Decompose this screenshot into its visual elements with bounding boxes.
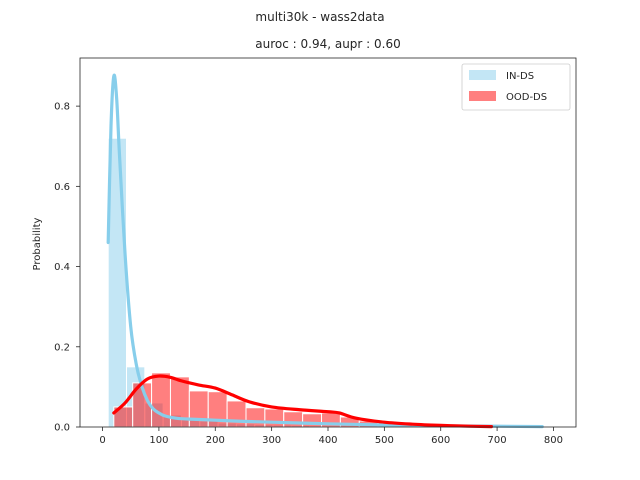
ood-ds-bar-6 bbox=[226, 400, 247, 428]
legend-label-in-ds: IN-DS bbox=[506, 71, 534, 82]
y-tick-label-2: 0.4 bbox=[54, 262, 70, 273]
ood-ds-kde-line bbox=[112, 374, 494, 429]
y-axis-ticks: 0.0 0.2 0.4 0.6 0.8 bbox=[54, 102, 80, 434]
in-ds-kde-line bbox=[106, 73, 544, 429]
ood-ds-bar-4 bbox=[188, 390, 209, 428]
legend: IN-DS OOD-DS bbox=[461, 63, 571, 111]
y-tick-label-3: 0.6 bbox=[54, 182, 70, 193]
y-axis-label: Probability bbox=[32, 217, 43, 270]
ood-ds-bar-7 bbox=[245, 407, 266, 428]
legend-swatch-in-ds bbox=[469, 70, 496, 80]
y-tick-label-1: 0.2 bbox=[54, 342, 70, 353]
plot-frame bbox=[79, 57, 577, 428]
legend-label-ood-ds: OOD-DS bbox=[506, 92, 547, 103]
x-tick-label-300: 300 bbox=[262, 435, 281, 446]
legend-swatch-ood-ds bbox=[469, 91, 496, 101]
y-tick-label-4: 0.8 bbox=[54, 102, 70, 113]
x-tick-label-400: 400 bbox=[318, 435, 337, 446]
x-axis-ticks: 0 100 200 300 400 500 600 700 800 bbox=[99, 427, 563, 446]
chart-suptitle: multi30k - wass2data bbox=[255, 10, 384, 24]
x-tick-label-500: 500 bbox=[375, 435, 394, 446]
x-tick-label-700: 700 bbox=[488, 435, 507, 446]
x-tick-label-600: 600 bbox=[431, 435, 450, 446]
x-tick-label-100: 100 bbox=[149, 435, 168, 446]
ood-ds-bar-9 bbox=[283, 411, 304, 428]
ood-ds-bar-8 bbox=[264, 408, 285, 428]
x-tick-label-800: 800 bbox=[544, 435, 563, 446]
x-tick-label-0: 0 bbox=[99, 435, 105, 446]
ood-ds-bar-2 bbox=[151, 372, 171, 428]
x-tick-label-200: 200 bbox=[206, 435, 225, 446]
y-tick-label-0: 0.0 bbox=[54, 423, 70, 434]
chart-title: auroc : 0.94, aupr : 0.60 bbox=[255, 37, 401, 51]
